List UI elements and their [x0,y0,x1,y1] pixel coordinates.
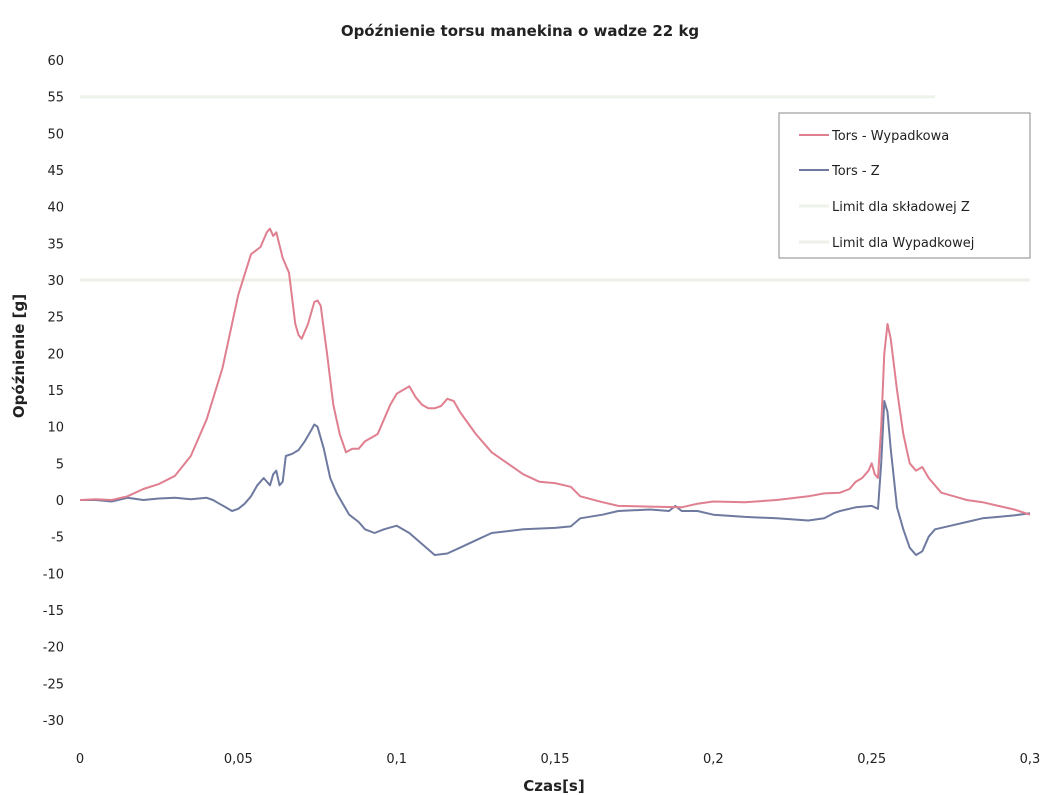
series-layer [79,95,1031,556]
y-tick-label: 60 [47,54,64,69]
legend-label-4: Limit dla Wypadkowej [832,236,974,251]
legend-label-3: Limit dla składowej Z [832,200,970,215]
x-tick-label: 0,1 [386,752,407,767]
x-tick-label: 0,3 [1020,752,1041,767]
series-line-2 [80,400,1031,556]
y-tick-label: -5 [51,531,64,546]
y-tick-label: 0 [56,494,64,509]
x-tick-label: 0 [76,752,84,767]
x-tick-label: 0,05 [224,752,253,767]
y-tick-label: -30 [43,714,64,729]
y-tick-label: -20 [43,641,64,656]
y-tick-label: 30 [47,274,64,289]
x-tick-label: 0,25 [857,752,886,767]
series-line-1 [79,227,1031,516]
y-axis-ticks: 605550454035302520151050-5-10-15-20-25-3… [43,54,64,729]
y-tick-label: -15 [43,604,64,619]
chart-title: Opóźnienie torsu manekina o wadze 22 kg [341,22,699,40]
y-tick-label: 45 [47,164,64,179]
y-tick-label: -10 [43,567,64,582]
y-tick-label: 35 [47,237,64,252]
legend-box [778,112,1031,259]
y-tick-label: 15 [47,384,64,399]
x-axis-ticks: 0 0,05 0,1 0,15 0,2 0,25 0,3 [76,752,1040,767]
legend: Tors - Wypadkowa Tors - Z Limit dla składo… [778,112,1031,259]
x-tick-label: 0,2 [703,752,724,767]
y-tick-label: 20 [47,347,64,362]
x-tick-label: 0,15 [541,752,570,767]
y-tick-label: 55 [47,91,64,106]
y-tick-label: 5 [56,457,64,472]
y-tick-label: 10 [47,421,64,436]
x-axis-title: Czas[s] [523,777,584,795]
y-axis-title: Opóźnienie [g] [10,294,28,418]
legend-label-2: Tors - Z [831,164,880,179]
y-tick-label: 40 [47,201,64,216]
y-tick-label: -25 [43,677,64,692]
y-tick-label: 50 [47,127,64,142]
legend-label-1: Tors - Wypadkowa [831,129,949,144]
y-tick-label: 25 [47,311,64,326]
